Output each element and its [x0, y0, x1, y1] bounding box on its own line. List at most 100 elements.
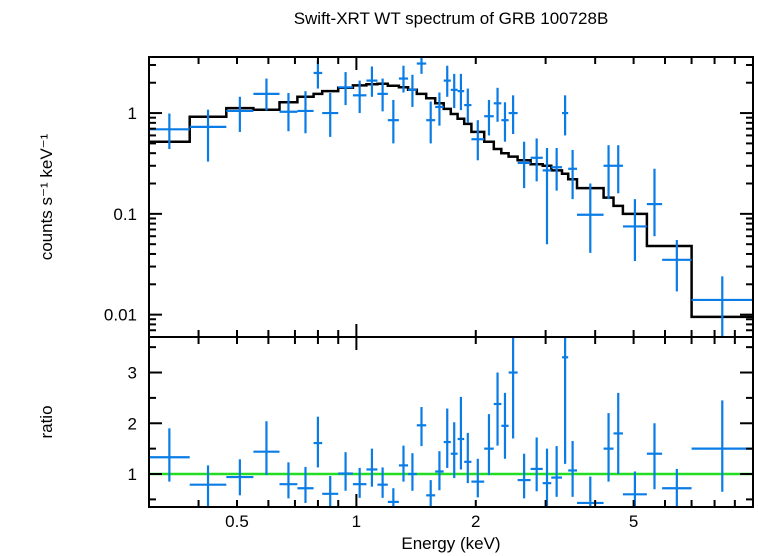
- spectrum-point: [471, 120, 485, 161]
- ratio-y-tick-label: 2: [128, 414, 137, 433]
- spectrum-point: [568, 150, 578, 200]
- spectrum-point: [426, 101, 436, 144]
- spectrum-point: [352, 80, 367, 114]
- ratio-point: [443, 408, 451, 468]
- spectrum-point: [517, 141, 531, 189]
- spectrum-point: [501, 102, 509, 142]
- x-tick-label: 5: [629, 512, 638, 531]
- model-curve: [149, 82, 753, 319]
- ratio-point: [622, 471, 647, 507]
- ratio-point: [517, 453, 531, 499]
- ratio-point: [646, 423, 663, 490]
- spectrum-panel: 1 0.1 0.01: [104, 56, 754, 338]
- ratio-point: [508, 337, 518, 439]
- ratio-point: [426, 480, 436, 507]
- spectrum-y-tick-label: 1: [128, 104, 137, 123]
- ratio-point: [613, 392, 623, 475]
- spectrum-point: [443, 65, 451, 97]
- x-tick-label: 2: [471, 512, 480, 531]
- x-axis-label: Energy (keV): [401, 534, 500, 553]
- spectrum-point: [662, 240, 692, 292]
- spectrum-point: [542, 148, 552, 245]
- ratio-point: [542, 448, 552, 507]
- ratio-data-points: [149, 337, 753, 507]
- ratio-point: [297, 466, 314, 503]
- ratio-y-tick-label: 1: [128, 465, 137, 484]
- ratio-y-tick-label: 3: [128, 364, 137, 383]
- ratio-point: [253, 421, 280, 476]
- x-tick-label: 1: [352, 512, 361, 531]
- ratio-point: [408, 453, 417, 491]
- spectrum-point: [484, 99, 494, 136]
- spectrum-point: [189, 109, 227, 162]
- ratio-plot-frame: [148, 336, 754, 508]
- spectrum-point: [508, 95, 518, 134]
- spectrum-point: [226, 96, 254, 132]
- ratio-point: [189, 465, 227, 507]
- spectrum-point: [577, 183, 604, 253]
- ratio-point: [471, 458, 485, 498]
- ratio-point: [603, 413, 614, 482]
- y-axis-label-ratio: ratio: [37, 405, 56, 438]
- spectrum-point: [457, 73, 465, 111]
- y-axis-label-spectrum: counts s⁻¹ keV⁻¹: [37, 133, 56, 260]
- spectrum-tick-labels: 1 0.1 0.01: [104, 104, 137, 325]
- chart-title: Swift-XRT WT spectrum of GRB 100728B: [294, 9, 609, 28]
- ratio-panel: 1 2 3 0.5 1 2 5: [128, 336, 754, 531]
- ratio-point: [338, 452, 353, 491]
- ratio-point: [450, 422, 458, 479]
- model-step-line: [149, 82, 753, 319]
- spectrum-point: [562, 95, 569, 136]
- ratio-point: [398, 445, 409, 482]
- spectrum-data-points: [149, 57, 753, 337]
- spectrum-point: [464, 88, 472, 123]
- spectrum-point: [322, 93, 339, 137]
- spectrum-point: [435, 92, 444, 126]
- spectrum-point: [416, 57, 427, 74]
- spectrum-axis-ticks: [148, 57, 754, 338]
- spectrum-point: [313, 60, 323, 89]
- spectrum-point: [613, 145, 623, 194]
- spectrum-point: [530, 138, 543, 182]
- ratio-point: [568, 441, 578, 497]
- ratio-point: [313, 416, 323, 468]
- ratio-point: [457, 396, 465, 470]
- ratio-point: [484, 414, 494, 476]
- ratio-point: [416, 407, 427, 447]
- ratio-point: [691, 400, 753, 492]
- spectrum-point: [398, 65, 409, 93]
- ratio-point: [530, 437, 543, 492]
- ratio-point: [387, 488, 399, 507]
- spectrum-point: [603, 145, 614, 200]
- spectrum-y-tick-label: 0.01: [104, 306, 137, 325]
- spectrum-point: [622, 199, 647, 262]
- spectrum-point: [408, 74, 417, 107]
- ratio-point: [493, 372, 502, 446]
- spectrum-point: [366, 66, 378, 97]
- ratio-point: [562, 337, 569, 464]
- ratio-point: [279, 462, 298, 499]
- ratio-point: [501, 392, 509, 459]
- spectrum-point: [551, 148, 563, 191]
- ratio-point: [464, 432, 472, 484]
- spectrum-point: [646, 168, 663, 237]
- spectrum-point: [450, 73, 458, 109]
- ratio-point: [377, 467, 388, 498]
- ratio-point: [662, 468, 692, 506]
- x-tick-label: 0.5: [225, 512, 249, 531]
- ratio-point: [577, 476, 604, 507]
- ratio-point: [322, 476, 339, 507]
- ratio-point: [366, 448, 378, 487]
- ratio-point: [149, 428, 190, 482]
- spectrum-point: [338, 72, 353, 106]
- spectrum-point: [377, 78, 388, 112]
- spectrum-point: [387, 99, 399, 144]
- ratio-tick-labels: 1 2 3 0.5 1 2 5: [128, 364, 639, 531]
- ratio-point: [352, 467, 367, 498]
- spectrum-point: [493, 87, 502, 122]
- spectrum-point: [297, 91, 314, 134]
- spectrum-point: [279, 93, 298, 132]
- spectrum-y-tick-label: 0.1: [113, 205, 137, 224]
- spectrum-point: [691, 276, 753, 337]
